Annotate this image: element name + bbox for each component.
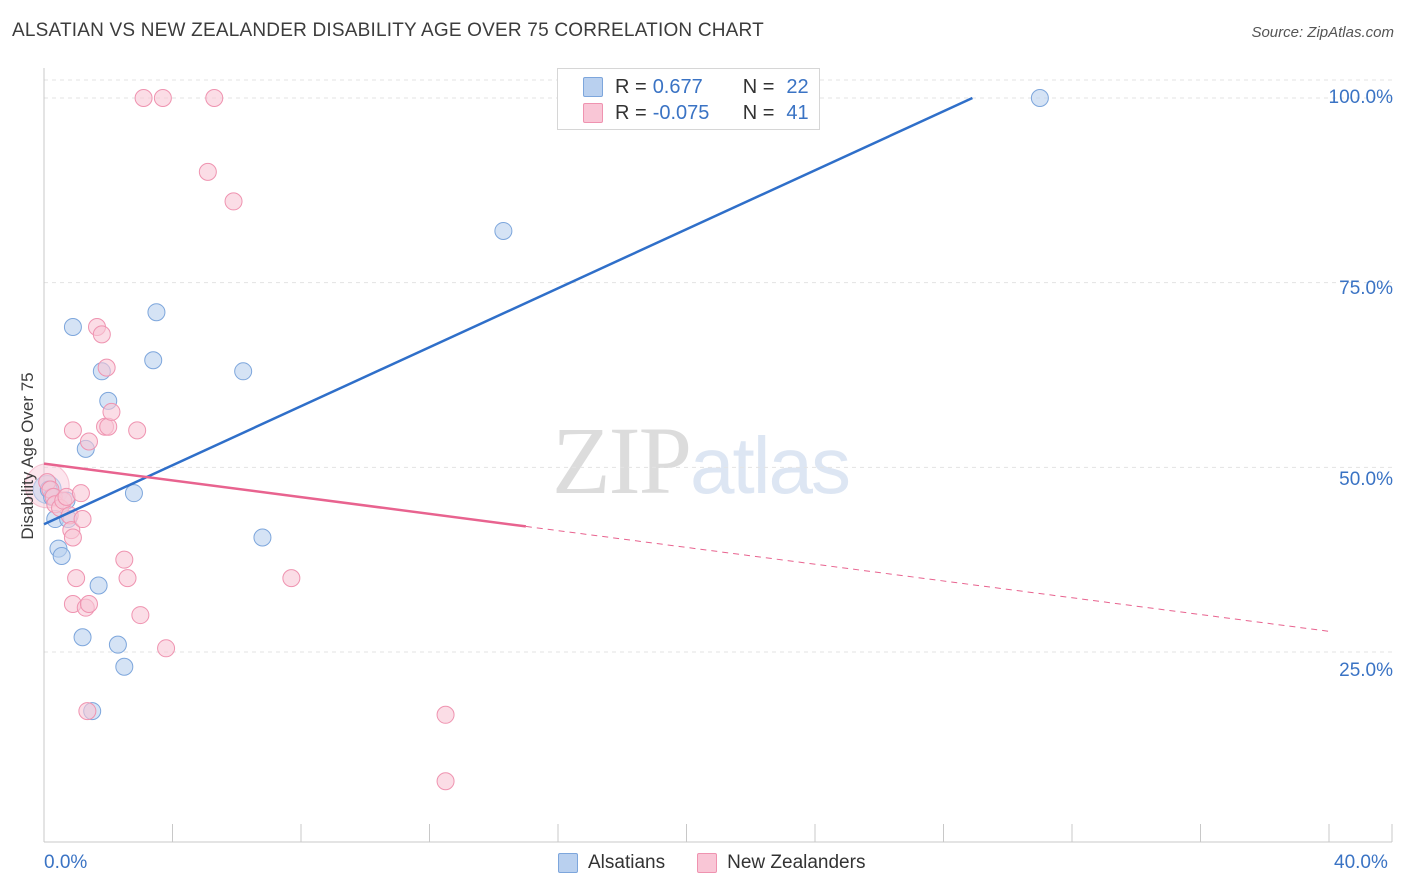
point-alsatians xyxy=(494,221,513,240)
point-new-zealanders xyxy=(63,421,82,440)
trendline-new-zealanders-extension xyxy=(525,525,1330,632)
legend-n-value: 41 xyxy=(786,101,809,124)
legend-row-alsatians: R = 0.677 N = 22 xyxy=(558,74,809,100)
legend-swatch-alsatians xyxy=(583,77,603,97)
point-new-zealanders xyxy=(115,550,134,569)
point-alsatians xyxy=(234,362,253,381)
point-new-zealanders xyxy=(78,702,97,721)
legend-swatch-new-zealanders xyxy=(697,853,718,873)
point-alsatians xyxy=(52,546,71,565)
point-new-zealanders xyxy=(153,89,172,107)
point-new-zealanders xyxy=(79,594,98,613)
point-new-zealanders xyxy=(282,569,301,588)
point-new-zealanders xyxy=(198,162,217,181)
watermark-atlas: atlas xyxy=(690,421,851,510)
y-tick-label-100: 100.0% xyxy=(1328,87,1393,108)
legend-label-alsatians: Alsatians xyxy=(588,852,666,873)
legend-item-new-zealanders[interactable]: New Zealanders xyxy=(697,852,865,874)
point-new-zealanders xyxy=(118,569,137,588)
point-new-zealanders xyxy=(97,358,116,377)
legend-r-value: -0.075 xyxy=(652,101,710,124)
legend-r-label: R = xyxy=(615,75,647,98)
point-alsatians xyxy=(1030,89,1049,107)
legend-n-value: 22 xyxy=(786,75,809,98)
point-alsatians xyxy=(253,528,272,547)
point-new-zealanders xyxy=(224,192,243,211)
point-alsatians xyxy=(89,576,108,595)
point-new-zealanders xyxy=(73,510,92,529)
y-tick-label-75: 75.0% xyxy=(1339,278,1393,299)
trendline-alsatians xyxy=(43,96,973,526)
point-alsatians xyxy=(73,628,92,647)
point-new-zealanders xyxy=(436,772,455,791)
legend-row-new-zealanders: R = -0.075 N = 41 xyxy=(558,100,809,126)
legend-swatch-new-zealanders xyxy=(583,103,603,123)
point-alsatians xyxy=(144,351,163,370)
legend-n-label: N = xyxy=(742,75,775,98)
point-alsatians xyxy=(147,303,166,322)
point-new-zealanders xyxy=(134,89,153,107)
source-label: Source: ZipAtlas.com xyxy=(1251,24,1394,41)
point-alsatians xyxy=(108,635,127,654)
point-alsatians xyxy=(124,484,143,503)
trendline-new-zealanders xyxy=(43,462,527,528)
legend-n-label: N = xyxy=(742,101,775,124)
point-new-zealanders xyxy=(157,639,176,658)
legend-item-alsatians[interactable]: Alsatians xyxy=(558,852,665,874)
legend-label-new-zealanders: New Zealanders xyxy=(727,852,866,873)
point-alsatians xyxy=(115,657,134,676)
point-new-zealanders xyxy=(79,432,98,451)
point-new-zealanders xyxy=(92,325,111,344)
chart-title: ALSATIAN VS NEW ZEALANDER DISABILITY AGE… xyxy=(12,20,764,41)
legend-swatch-alsatians xyxy=(558,853,578,873)
point-new-zealanders xyxy=(102,402,121,421)
correlation-legend: R = 0.677 N = 22 R = -0.075 N = 41 xyxy=(557,68,820,130)
watermark-zip: ZIP xyxy=(552,407,692,514)
legend-r-label: R = xyxy=(615,101,647,124)
y-tick-label-25: 25.0% xyxy=(1339,660,1393,681)
point-new-zealanders xyxy=(131,606,150,625)
point-new-zealanders xyxy=(436,705,455,724)
point-new-zealanders xyxy=(205,89,224,107)
point-new-zealanders xyxy=(128,421,147,440)
point-new-zealanders xyxy=(67,569,86,588)
y-axis-label: Disability Age Over 75 xyxy=(18,372,37,540)
y-tick-label-50: 50.0% xyxy=(1339,469,1393,490)
point-new-zealanders xyxy=(63,528,82,547)
point-new-zealanders xyxy=(71,484,90,503)
point-alsatians xyxy=(63,317,82,336)
watermark: ZIPatlas xyxy=(552,405,851,516)
x-tick-label-min: 0.0% xyxy=(44,852,88,873)
legend-r-value: 0.677 xyxy=(652,75,703,98)
x-tick-label-max: 40.0% xyxy=(1334,852,1388,873)
point-new-zealanders xyxy=(99,417,118,436)
series-legend: Alsatians New Zealanders xyxy=(558,852,897,874)
